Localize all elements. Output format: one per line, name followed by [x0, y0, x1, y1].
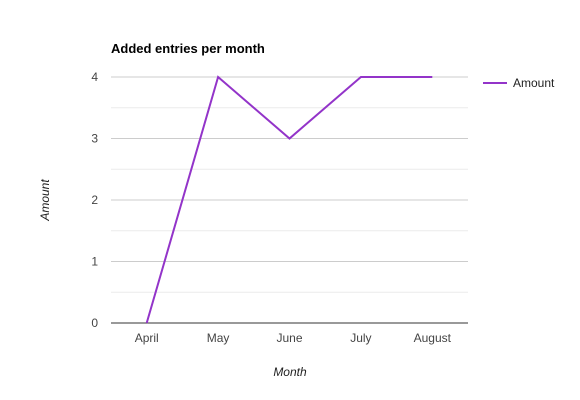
- y-tick-label: 2: [91, 193, 98, 207]
- x-tick-label: May: [207, 331, 230, 345]
- y-tick-label: 3: [91, 132, 98, 146]
- gridlines: [111, 76, 468, 293]
- y-tick-label: 4: [91, 70, 98, 84]
- x-tick-label: August: [414, 331, 452, 345]
- x-axis-label: Month: [273, 365, 307, 379]
- x-tick-label: April: [135, 331, 159, 345]
- y-tick-label: 0: [91, 316, 98, 330]
- x-tick-label: July: [350, 331, 371, 345]
- x-tick-labels: April May June July August: [135, 331, 452, 345]
- series-line: [145, 75, 433, 324]
- legend: Amount: [483, 76, 555, 90]
- chart-title: Added entries per month: [111, 41, 265, 56]
- y-tick-label: 1: [91, 255, 98, 269]
- legend-label: Amount: [513, 76, 555, 90]
- y-axis-label: Amount: [38, 179, 52, 222]
- y-tick-labels: 0 1 2 3 4: [91, 70, 98, 330]
- x-tick-label: June: [276, 331, 302, 345]
- series-layer: [145, 75, 433, 324]
